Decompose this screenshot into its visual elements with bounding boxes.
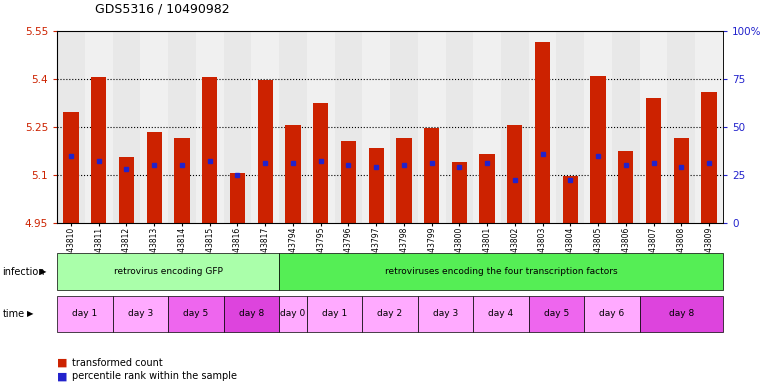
Bar [618, 151, 633, 223]
Bar [529, 31, 556, 223]
Bar [279, 31, 307, 223]
Bar [612, 31, 640, 223]
Text: percentile rank within the sample: percentile rank within the sample [72, 371, 237, 381]
Text: day 5: day 5 [544, 310, 569, 318]
Bar [667, 31, 696, 223]
Bar [418, 31, 445, 223]
Bar [535, 42, 550, 223]
Bar [57, 31, 84, 223]
Bar [396, 138, 412, 223]
Text: infection: infection [2, 266, 45, 277]
Bar [257, 80, 272, 223]
Text: GDS5316 / 10490982: GDS5316 / 10490982 [95, 2, 230, 15]
Bar [341, 141, 356, 223]
Bar [335, 31, 362, 223]
Bar [452, 162, 467, 223]
Bar [285, 125, 301, 223]
Text: day 1: day 1 [72, 310, 97, 318]
Bar [562, 176, 578, 223]
Bar [702, 91, 717, 223]
Text: ■: ■ [57, 371, 68, 381]
Text: retroviruses encoding the four transcription factors: retroviruses encoding the four transcrip… [384, 267, 617, 276]
Text: day 1: day 1 [322, 310, 347, 318]
Bar [63, 113, 78, 223]
Bar [390, 31, 418, 223]
Bar [224, 31, 251, 223]
Bar [168, 31, 196, 223]
Bar [362, 31, 390, 223]
Text: day 5: day 5 [183, 310, 209, 318]
Bar [591, 76, 606, 223]
Bar [84, 31, 113, 223]
Bar [230, 173, 245, 223]
Bar [113, 31, 140, 223]
Text: time: time [2, 309, 24, 319]
Text: day 6: day 6 [600, 310, 625, 318]
Bar [696, 31, 723, 223]
Text: retrovirus encoding GFP: retrovirus encoding GFP [113, 267, 222, 276]
Bar [174, 138, 189, 223]
Text: day 2: day 2 [377, 310, 403, 318]
Text: day 3: day 3 [128, 310, 153, 318]
Bar [307, 31, 335, 223]
Bar [424, 128, 439, 223]
Bar [368, 147, 384, 223]
Bar [91, 77, 107, 223]
Bar [140, 31, 168, 223]
Text: transformed count: transformed count [72, 358, 163, 368]
Bar [501, 31, 529, 223]
Bar [119, 157, 134, 223]
Bar [584, 31, 612, 223]
Bar [313, 103, 328, 223]
Text: ▶: ▶ [27, 310, 34, 318]
Text: ■: ■ [57, 358, 68, 368]
Bar [445, 31, 473, 223]
Bar [508, 125, 523, 223]
Bar [202, 77, 218, 223]
Bar [473, 31, 501, 223]
Bar [556, 31, 584, 223]
Bar [479, 154, 495, 223]
Bar [196, 31, 224, 223]
Bar [147, 131, 162, 223]
Bar [646, 98, 661, 223]
Text: day 8: day 8 [669, 310, 694, 318]
Text: day 4: day 4 [489, 310, 514, 318]
Text: day 8: day 8 [239, 310, 264, 318]
Bar [251, 31, 279, 223]
Text: day 3: day 3 [433, 310, 458, 318]
Text: ▶: ▶ [40, 267, 47, 276]
Bar [673, 138, 689, 223]
Bar [640, 31, 667, 223]
Text: day 0: day 0 [280, 310, 305, 318]
